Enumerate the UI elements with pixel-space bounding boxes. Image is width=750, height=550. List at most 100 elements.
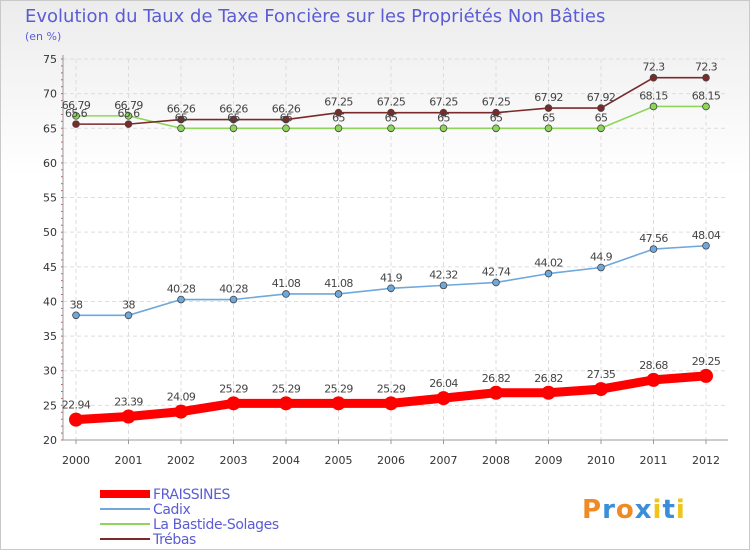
data-label-1: 41.9: [380, 271, 403, 284]
series-point-3: [439, 108, 448, 117]
y-tick-label: 40: [43, 295, 57, 308]
legend-label: Cadix: [153, 502, 191, 518]
series-point-2: [492, 124, 500, 133]
series-point-3: [72, 120, 80, 128]
data-label-1: 44.02: [534, 257, 563, 270]
data-label-1: 38: [122, 298, 135, 311]
series-point-3: [544, 104, 553, 112]
data-label-3: 65.6: [117, 107, 140, 120]
series-point-2: [597, 124, 605, 133]
series-point-3: [334, 108, 343, 117]
x-tick-label: 2002: [167, 454, 195, 467]
data-label-3: 66.26: [219, 103, 248, 116]
data-label-3: 67.25: [482, 96, 511, 109]
data-label-2: 65: [332, 111, 345, 124]
x-tick-label: 2005: [325, 454, 353, 467]
x-tick-label: 2011: [640, 454, 668, 467]
data-label-2: 68.15: [692, 89, 721, 102]
chart-title: Evolution du Taux de Taxe Foncière sur l…: [25, 6, 605, 27]
y-tick-label: 35: [43, 330, 57, 343]
logo-letter: P: [582, 495, 602, 525]
x-tick-label: 2001: [115, 454, 143, 467]
data-label-0: 26.82: [534, 372, 563, 385]
data-label-2: 65: [490, 111, 503, 124]
y-tick-label: 65: [43, 122, 57, 135]
logo-letter: r: [602, 495, 616, 525]
series-point-0: [279, 396, 293, 411]
data-label-0: 28.68: [639, 359, 668, 372]
series-point-0: [121, 409, 136, 424]
data-label-0: 29.25: [692, 355, 721, 368]
y-tick-label: 20: [43, 434, 57, 447]
series-point-2: [387, 124, 395, 133]
data-label-0: 26.82: [482, 372, 511, 385]
x-tick-label: 2000: [62, 454, 90, 467]
x-tick-label: 2010: [587, 454, 615, 467]
series-point-1: [387, 284, 395, 293]
series-point-1: [492, 278, 500, 287]
data-label-1: 44.9: [590, 251, 613, 264]
series-point-0: [541, 385, 556, 400]
legend-label: La Bastide-Solages: [153, 517, 279, 533]
logo-letter: x: [635, 495, 653, 525]
series-point-2: [649, 102, 658, 111]
data-label-3: 67.92: [534, 91, 563, 104]
data-label-1: 41.08: [324, 277, 353, 290]
data-label-0: 25.29: [377, 382, 406, 395]
data-label-2: 65: [595, 111, 608, 124]
series-point-2: [439, 124, 448, 133]
data-label-1: 47.56: [639, 232, 668, 245]
logo-letter: i: [653, 495, 663, 525]
data-label-1: 40.28: [167, 283, 196, 296]
series-point-0: [69, 412, 83, 427]
legend-label: Trébas: [152, 532, 196, 548]
y-tick-label: 60: [43, 157, 57, 170]
x-tick-label: 2012: [692, 454, 720, 467]
data-label-0: 27.35: [587, 368, 616, 381]
data-label-1: 38: [70, 298, 83, 311]
y-tick-label: 70: [43, 88, 57, 101]
series-point-0: [436, 391, 451, 406]
data-label-0: 25.29: [272, 382, 301, 395]
series-point-2: [177, 124, 185, 133]
logo-letter: t: [662, 495, 675, 525]
series-point-1: [439, 281, 448, 290]
series-point-2: [282, 124, 290, 133]
y-tick-label: 45: [43, 261, 57, 274]
series-point-3: [597, 104, 605, 112]
series-point-2: [702, 102, 710, 111]
data-label-1: 48.04: [692, 229, 721, 242]
series-point-1: [177, 295, 185, 304]
series-point-2: [124, 112, 133, 120]
data-label-2: 68.15: [639, 89, 668, 102]
series-layer: [69, 73, 713, 427]
series-point-2: [334, 124, 343, 133]
legend-label: FRAISSINES: [153, 487, 231, 503]
data-label-2: 66.79: [114, 99, 143, 112]
data-label-1: 41.08: [272, 277, 301, 290]
data-label-1: 40.28: [219, 283, 248, 296]
y-tick-label: 50: [43, 226, 57, 239]
data-label-0: 22.94: [62, 399, 91, 412]
data-label-0: 24.09: [167, 391, 196, 404]
series-point-0: [331, 396, 346, 411]
series-point-0: [699, 368, 713, 383]
proxiti-logo: Proxiti: [582, 495, 686, 525]
data-labels: 22.94 23.39 24.09 25.29 25.29 25.29 25.29 26.04…: [62, 61, 722, 412]
logo-letter: i: [676, 495, 686, 525]
y-tick-label: 75: [43, 53, 57, 66]
logo-text: Proxiti: [582, 495, 686, 525]
series-point-1: [702, 241, 710, 250]
series-point-3: [124, 120, 133, 128]
x-tick-label: 2006: [377, 454, 405, 467]
data-label-0: 25.29: [324, 382, 353, 395]
data-label-3: 67.25: [377, 96, 406, 109]
series-point-0: [384, 396, 398, 411]
data-label-1: 42.74: [482, 265, 511, 278]
series-point-1: [124, 311, 133, 320]
series-point-3: [492, 108, 500, 117]
series-point-1: [334, 290, 343, 298]
x-tick-label: 2007: [430, 454, 458, 467]
